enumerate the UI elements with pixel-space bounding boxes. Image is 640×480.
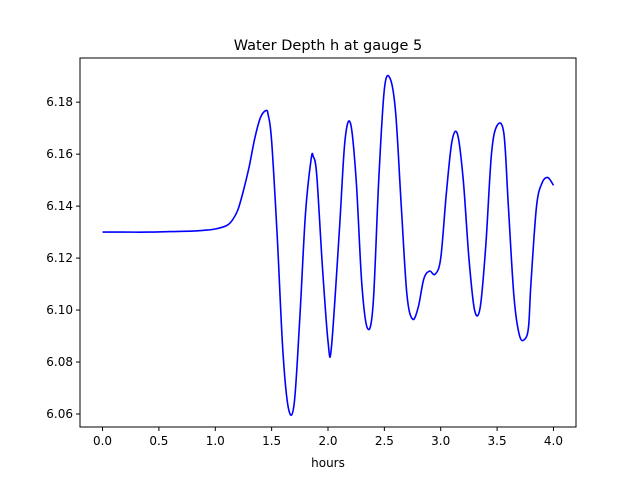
x-tick-label: 2.0 [318,434,337,448]
x-tick-label: 1.5 [262,434,281,448]
x-tick-label: 4.0 [544,434,563,448]
x-tick-label: 3.0 [431,434,450,448]
x-tick-label: 2.5 [375,434,394,448]
axes-frame [79,57,577,428]
y-tick-label: 6.06 [46,407,73,421]
y-tick-label: 6.12 [46,251,73,265]
x-tick-label: 1.0 [206,434,225,448]
series-line [102,74,555,416]
x-tick-label: 0.5 [149,434,168,448]
plot-area [102,74,555,416]
y-tick-label: 6.08 [46,355,73,369]
y-tick-label: 6.16 [46,147,73,161]
chart-title: Water Depth h at gauge 5 [234,38,422,54]
y-tick-label: 6.14 [46,199,73,213]
y-axis: 6.06 6.08 6.10 6.12 6.14 6.16 6.18 [46,95,80,421]
x-axis-label: hours [311,456,345,470]
y-tick-label: 6.18 [46,95,73,109]
x-axis: 0.0 0.5 1.0 1.5 2.0 2.5 3.0 3.5 4.0 [93,427,563,448]
x-tick-label: 3.5 [488,434,507,448]
y-tick-label: 6.10 [46,303,73,317]
x-tick-label: 0.0 [93,434,112,448]
